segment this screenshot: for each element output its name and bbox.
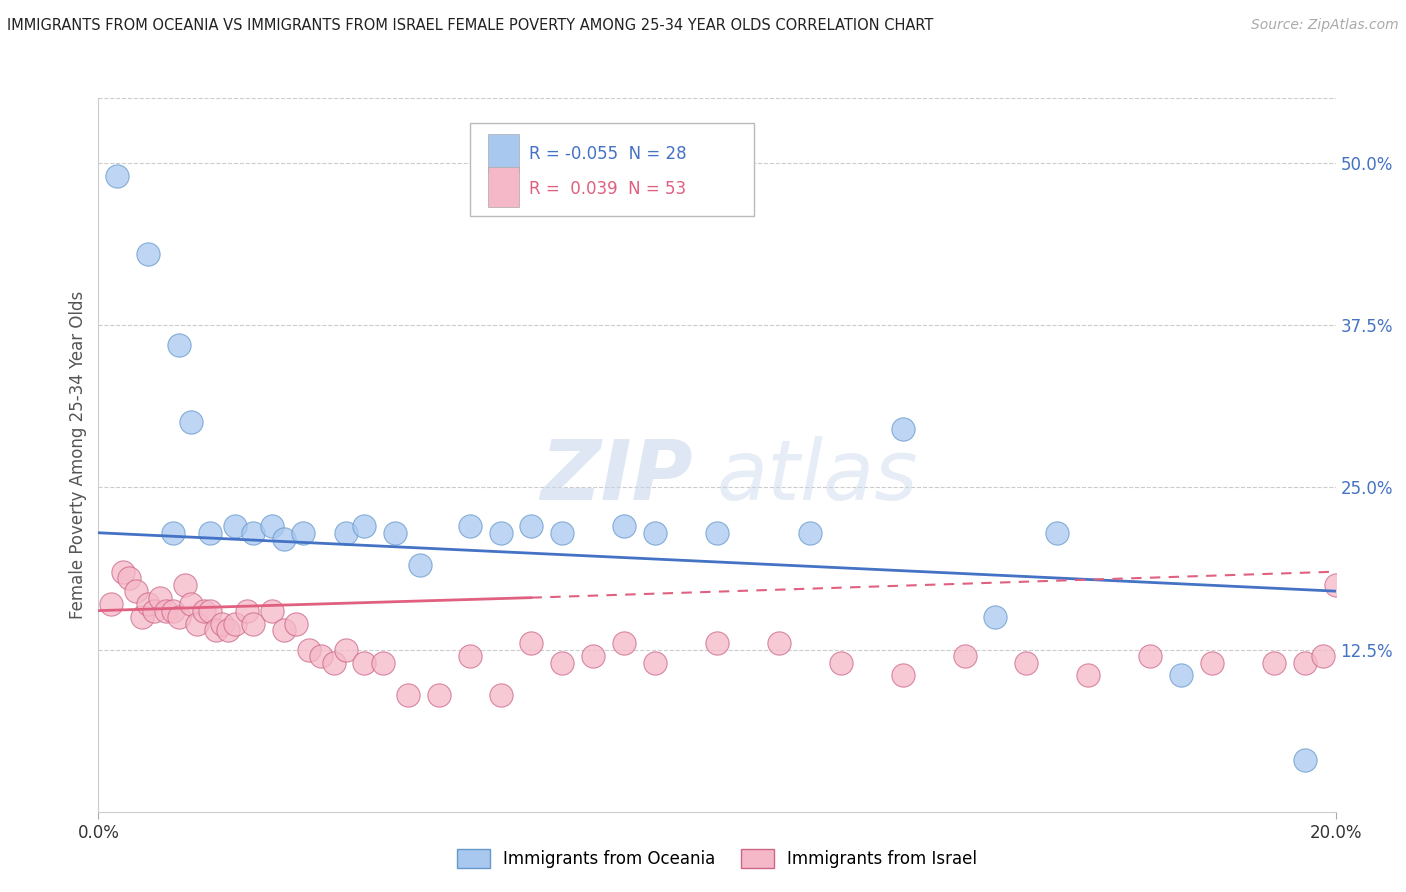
Point <box>260 604 283 618</box>
Point <box>520 519 543 533</box>
Point <box>167 337 190 351</box>
Point <box>291 525 314 540</box>
Point <box>371 656 394 670</box>
Point <box>193 604 215 618</box>
Point <box>396 688 419 702</box>
Bar <box>488 168 519 207</box>
Point <box>644 525 666 540</box>
Point <box>180 416 202 430</box>
Point <box>260 519 283 533</box>
Point <box>149 591 172 605</box>
Point <box>582 648 605 663</box>
Point <box>124 584 146 599</box>
Point <box>131 610 153 624</box>
Point <box>162 604 184 618</box>
FancyBboxPatch shape <box>470 123 754 216</box>
Point <box>1263 656 1285 670</box>
Point <box>458 519 481 533</box>
Point <box>409 558 432 573</box>
Point <box>205 623 228 637</box>
Point <box>136 597 159 611</box>
Point <box>768 636 790 650</box>
Point <box>706 636 728 650</box>
Point <box>830 656 852 670</box>
Point <box>242 525 264 540</box>
Legend: Immigrants from Oceania, Immigrants from Israel: Immigrants from Oceania, Immigrants from… <box>450 842 984 875</box>
Point <box>180 597 202 611</box>
Point <box>1294 753 1316 767</box>
Point <box>186 616 208 631</box>
Point <box>891 422 914 436</box>
Point <box>162 525 184 540</box>
Point <box>1170 668 1192 682</box>
Point <box>1077 668 1099 682</box>
Bar <box>488 134 519 173</box>
Point <box>799 525 821 540</box>
Point <box>353 519 375 533</box>
Point <box>427 688 450 702</box>
Point <box>489 688 512 702</box>
Point <box>1139 648 1161 663</box>
Point <box>384 525 406 540</box>
Point <box>644 656 666 670</box>
Point <box>273 533 295 547</box>
Text: ZIP: ZIP <box>540 436 692 516</box>
Point <box>1201 656 1223 670</box>
Point <box>174 577 197 591</box>
Point <box>105 169 128 183</box>
Point <box>136 247 159 261</box>
Point <box>1294 656 1316 670</box>
Point <box>353 656 375 670</box>
Point <box>198 525 221 540</box>
Point <box>613 636 636 650</box>
Point <box>112 565 135 579</box>
Point <box>1312 648 1334 663</box>
Point <box>322 656 344 670</box>
Point <box>1324 577 1347 591</box>
Text: R = -0.055  N = 28: R = -0.055 N = 28 <box>529 145 686 162</box>
Y-axis label: Female Poverty Among 25-34 Year Olds: Female Poverty Among 25-34 Year Olds <box>69 291 87 619</box>
Point <box>298 642 321 657</box>
Point <box>551 525 574 540</box>
Point <box>211 616 233 631</box>
Point <box>706 525 728 540</box>
Point <box>118 571 141 585</box>
Point <box>1015 656 1038 670</box>
Point <box>489 525 512 540</box>
Point <box>236 604 259 618</box>
Point <box>167 610 190 624</box>
Point <box>198 604 221 618</box>
Point <box>551 656 574 670</box>
Text: atlas: atlas <box>717 436 918 516</box>
Text: R =  0.039  N = 53: R = 0.039 N = 53 <box>529 180 686 198</box>
Point <box>224 616 246 631</box>
Point <box>613 519 636 533</box>
Point <box>285 616 308 631</box>
Text: IMMIGRANTS FROM OCEANIA VS IMMIGRANTS FROM ISRAEL FEMALE POVERTY AMONG 25-34 YEA: IMMIGRANTS FROM OCEANIA VS IMMIGRANTS FR… <box>7 18 934 33</box>
Point <box>100 597 122 611</box>
Point <box>242 616 264 631</box>
Point <box>335 642 357 657</box>
Point <box>224 519 246 533</box>
Point <box>217 623 239 637</box>
Point <box>143 604 166 618</box>
Point <box>953 648 976 663</box>
Point <box>520 636 543 650</box>
Text: Source: ZipAtlas.com: Source: ZipAtlas.com <box>1251 18 1399 32</box>
Point <box>273 623 295 637</box>
Point <box>309 648 332 663</box>
Point <box>155 604 177 618</box>
Point <box>335 525 357 540</box>
Point <box>458 648 481 663</box>
Point <box>891 668 914 682</box>
Point <box>1046 525 1069 540</box>
Point <box>984 610 1007 624</box>
